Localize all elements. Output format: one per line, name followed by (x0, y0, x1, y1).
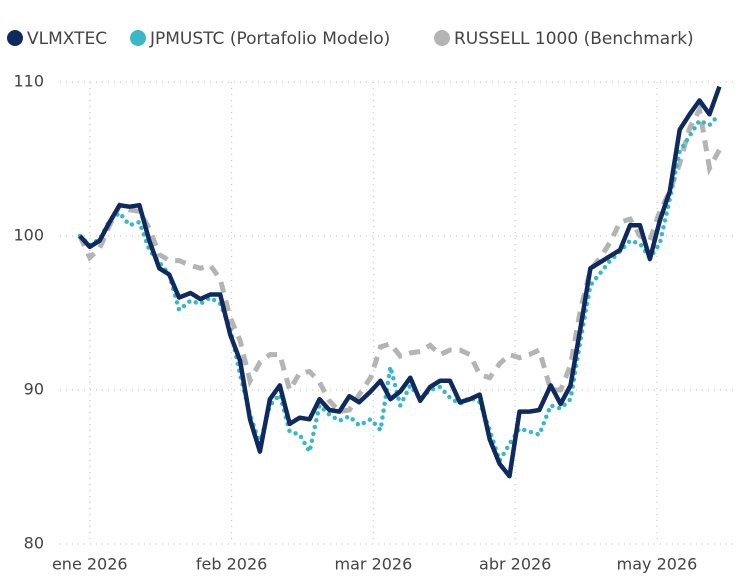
legend-label: VLMXTEC (27, 29, 107, 49)
y-tick-label: 80 (24, 534, 44, 553)
series-line (78, 85, 722, 479)
series-line (77, 112, 722, 467)
x-tick-label: feb 2026 (196, 555, 267, 574)
legend-label: JPMUSTC (Portafolio Modelo) (149, 29, 390, 49)
x-tick-label: abr 2026 (479, 555, 551, 574)
legend-label: RUSSELL 1000 (Benchmark) (454, 29, 694, 49)
x-tick-label: ene 2026 (52, 555, 128, 574)
x-tick-label: may 2026 (617, 555, 698, 574)
series-line (77, 102, 722, 415)
y-tick-label: 110 (13, 72, 44, 91)
x-tick-label: mar 2026 (335, 555, 413, 574)
legend-swatch (434, 30, 450, 46)
y-tick-label: 100 (13, 226, 44, 245)
y-tick-label: 90 (24, 380, 44, 399)
legend-swatch (7, 30, 23, 46)
legend-swatch (130, 30, 146, 46)
